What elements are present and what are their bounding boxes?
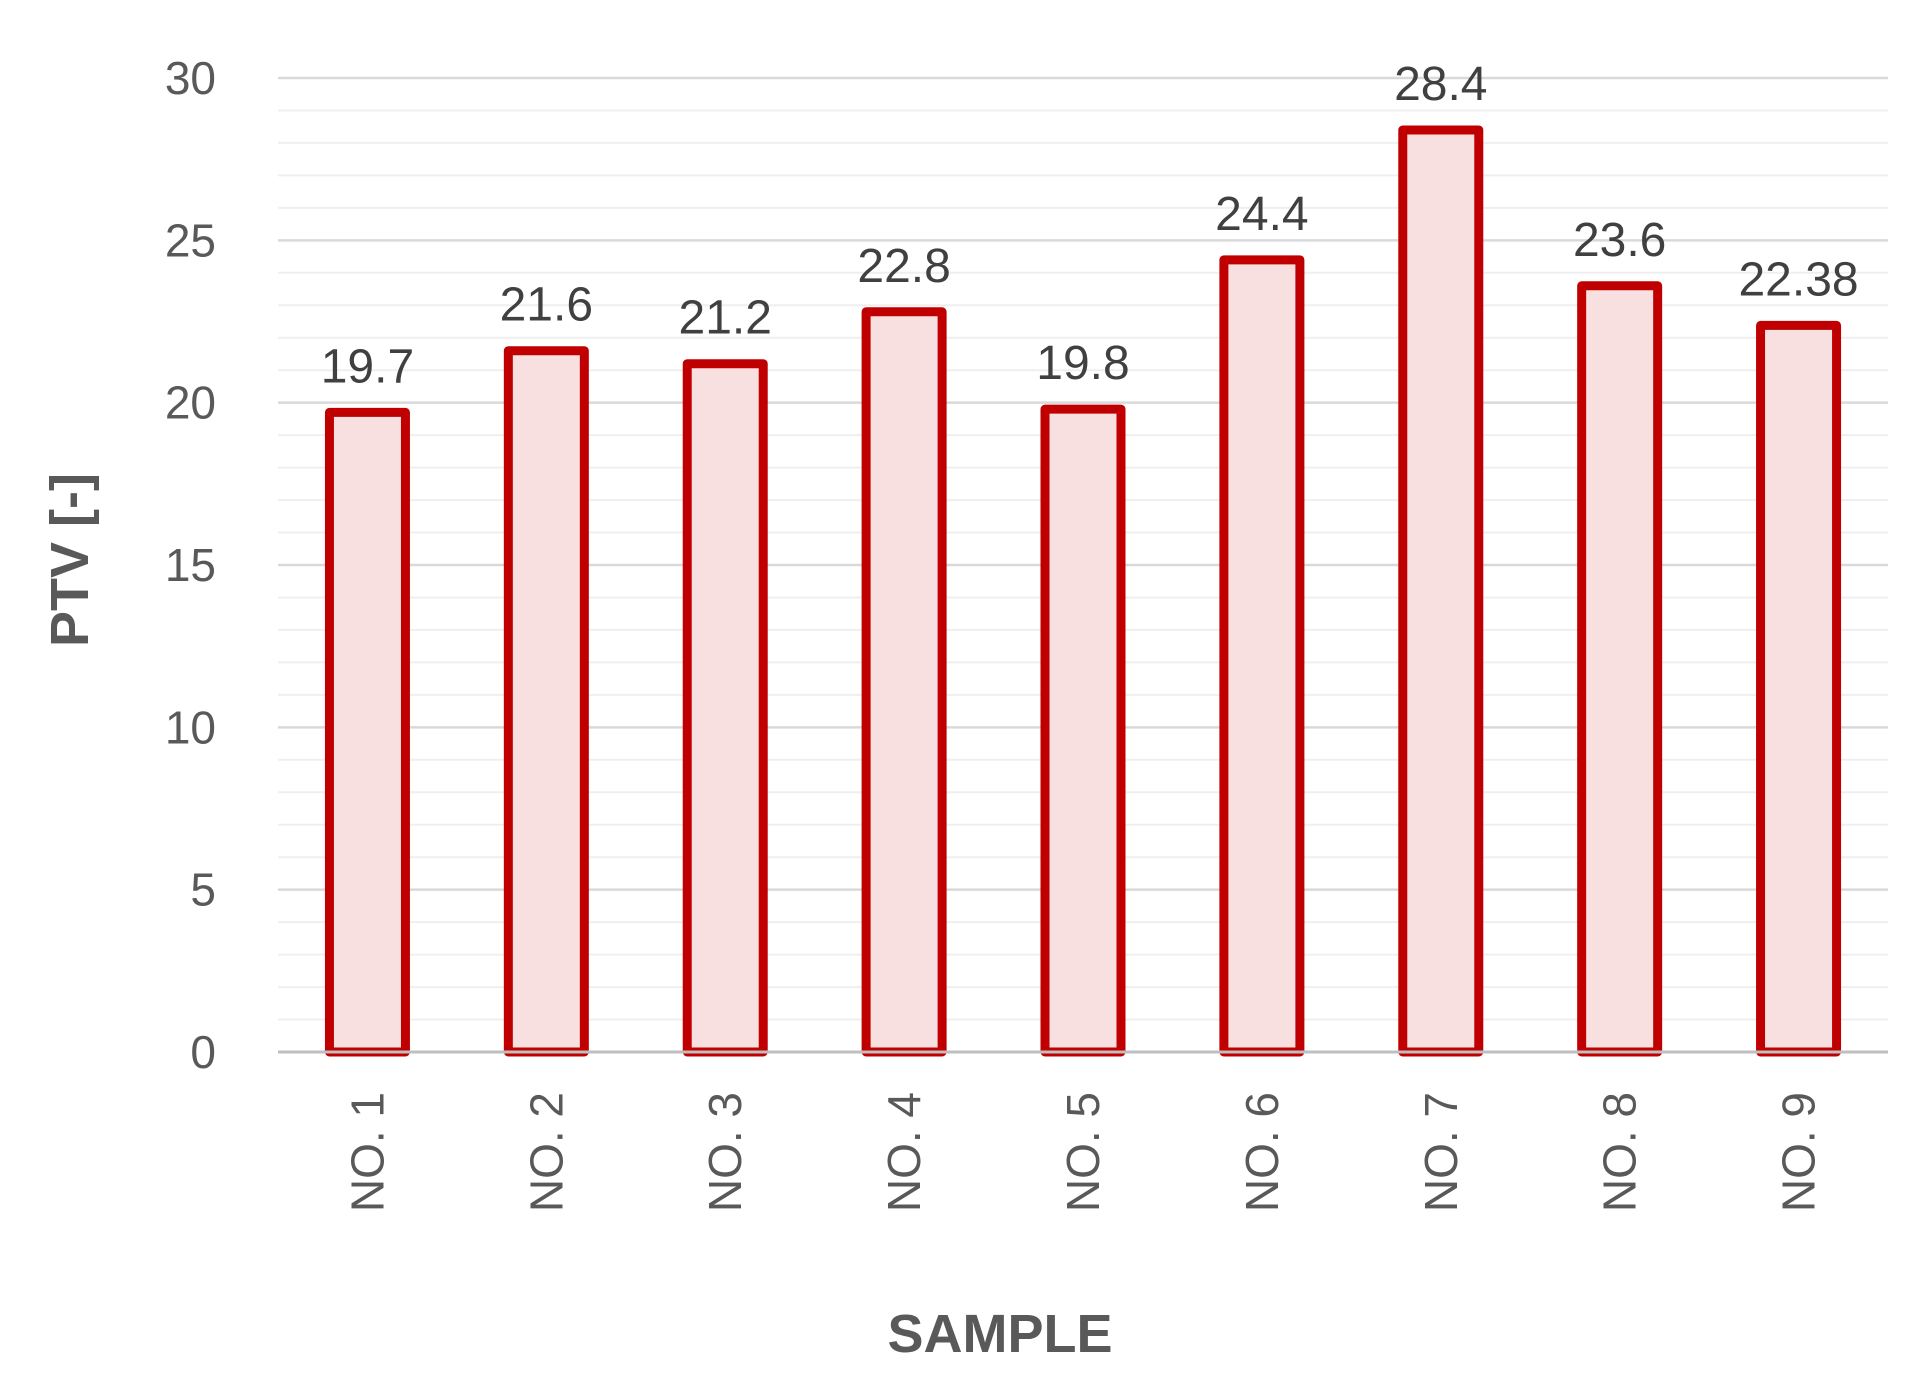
- bar: [1219, 255, 1305, 1057]
- x-category-label: NO. 7: [1415, 1092, 1467, 1212]
- data-label: 22.8: [857, 240, 950, 293]
- x-category-label: NO. 3: [699, 1092, 751, 1212]
- y-axis-tick-labels: 0 5 10 15 20 25 30: [165, 52, 216, 1078]
- bar: [682, 359, 768, 1057]
- data-label: 23.6: [1573, 214, 1666, 267]
- data-labels: 19.7 21.6 21.2 22.8 19.8 24.4 28.4 23.6 22.38: [321, 58, 1859, 393]
- bar: [1756, 320, 1842, 1057]
- y-tick-label: 0: [190, 1026, 216, 1078]
- x-category-label: NO. 1: [341, 1092, 393, 1212]
- x-axis-title: SAMPLE: [887, 1304, 1112, 1364]
- bar: [1577, 281, 1663, 1057]
- data-label: 19.7: [321, 340, 414, 393]
- data-label: 21.6: [500, 279, 593, 332]
- bars: [324, 125, 1842, 1057]
- y-tick-label: 5: [190, 864, 216, 916]
- x-axis-category-labels: NO. 1 NO. 2 NO. 3 NO. 4 NO. 5 NO. 6 NO. 7 NO. 8…: [341, 1092, 1824, 1212]
- y-tick-label: 30: [165, 52, 216, 104]
- bar: [324, 407, 410, 1057]
- bar: [861, 307, 947, 1057]
- y-axis-title: PTV [-]: [40, 473, 100, 647]
- y-tick-label: 15: [165, 539, 216, 591]
- data-label: 19.8: [1036, 337, 1129, 390]
- data-label: 28.4: [1394, 58, 1487, 111]
- x-category-label: NO. 9: [1773, 1092, 1825, 1212]
- x-category-label: NO. 4: [878, 1092, 930, 1212]
- x-category-label: NO. 2: [520, 1092, 572, 1212]
- bar: [1040, 404, 1126, 1057]
- y-tick-label: 25: [165, 214, 216, 266]
- x-category-label: NO. 5: [1057, 1092, 1109, 1212]
- y-tick-label: 20: [165, 377, 216, 429]
- bar: [1398, 125, 1484, 1057]
- data-label: 24.4: [1215, 188, 1308, 241]
- y-tick-label: 10: [165, 701, 216, 753]
- x-category-label: NO. 6: [1236, 1092, 1288, 1212]
- data-label: 22.38: [1738, 253, 1858, 306]
- data-label: 21.2: [679, 292, 772, 345]
- x-category-label: NO. 8: [1594, 1092, 1646, 1212]
- bar: [503, 346, 589, 1057]
